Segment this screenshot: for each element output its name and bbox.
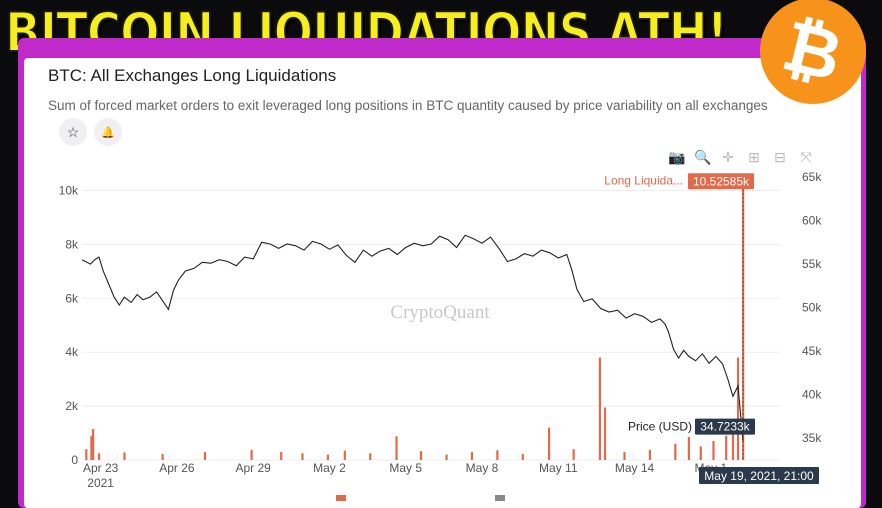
chart-subtitle: Sum of forced market orders to exit leve… bbox=[48, 98, 768, 113]
price-tooltip-value: 34.7233k bbox=[700, 420, 750, 434]
y-left-tick-label: 6k bbox=[65, 291, 79, 305]
y-left-tick-label: 4k bbox=[65, 345, 79, 359]
bitcoin-logo-icon: ₿ bbox=[762, 0, 864, 102]
y-left-tick-label: 2k bbox=[65, 399, 79, 413]
camera-icon[interactable]: 📷 bbox=[668, 149, 686, 165]
watermark: CryptoQuant bbox=[390, 302, 490, 323]
liquidation-bar bbox=[250, 449, 253, 460]
liquidation-bar bbox=[712, 441, 715, 460]
bitcoin-glyph: ₿ bbox=[775, 4, 851, 98]
liquidation-bar bbox=[470, 451, 474, 460]
liquidation-bar bbox=[445, 454, 448, 460]
liquidation-bar bbox=[97, 453, 101, 460]
liquidation-bar bbox=[161, 454, 164, 460]
price-tooltip-box bbox=[695, 418, 755, 435]
price-line bbox=[81, 234, 744, 441]
x-tick-label: Apr 26 bbox=[159, 461, 195, 475]
liquidation-bar bbox=[598, 357, 602, 460]
liquidation-bar bbox=[92, 429, 95, 460]
liquidation-bar bbox=[123, 452, 126, 460]
liquidation-bar bbox=[203, 451, 207, 460]
zoom-in-icon[interactable]: ⊞ bbox=[748, 149, 760, 165]
liquidation-tooltip-box bbox=[688, 173, 754, 190]
favorite-button[interactable]: ☆ bbox=[59, 118, 87, 146]
liquidation-bar bbox=[603, 407, 607, 460]
liquidation-bar bbox=[648, 449, 652, 460]
liquidation-bar bbox=[85, 449, 88, 460]
liquidation-bar bbox=[572, 449, 575, 460]
y-left-tick-label: 0 bbox=[71, 453, 78, 467]
alert-button[interactable]: 🔔 bbox=[94, 118, 122, 146]
y-right-tick-label: 50k bbox=[802, 301, 822, 315]
y-right-tick-label: 55k bbox=[802, 257, 822, 271]
star-icon: ☆ bbox=[66, 123, 80, 140]
date-tooltip-box bbox=[699, 467, 819, 484]
liquidation-bar bbox=[674, 443, 677, 460]
x-tick-label: May 5 bbox=[389, 461, 422, 475]
x-tick-label: May 2 bbox=[313, 461, 346, 475]
liquidation-bar bbox=[736, 357, 740, 460]
chart-title: BTC: All Exchanges Long Liquidations bbox=[48, 66, 337, 85]
liquidation-bar bbox=[90, 435, 93, 460]
liquidation-bar bbox=[547, 427, 551, 460]
liquidation-bar bbox=[280, 451, 283, 460]
liquidation-bar bbox=[731, 422, 735, 460]
zoom-out-icon[interactable]: ⊟ bbox=[774, 149, 786, 165]
x-tick-label: May 11 bbox=[539, 461, 578, 475]
liquidation-bar bbox=[420, 451, 423, 460]
y-right-tick-label: 65k bbox=[802, 170, 822, 184]
pan-icon[interactable]: ✛ bbox=[722, 149, 734, 165]
liquidation-bar bbox=[343, 450, 346, 460]
y-left-tick-label: 8k bbox=[65, 237, 79, 251]
price-tooltip-series: Price (USD) bbox=[628, 420, 692, 434]
x-tick-label: Apr 23 bbox=[83, 461, 119, 475]
liquidation-bar bbox=[623, 451, 626, 460]
y-right-tick-label: 35k bbox=[802, 431, 822, 445]
chart-toolbar: 📷 🔍 ✛ ⊞ ⊟ ⤧ bbox=[668, 149, 814, 166]
liquidation-bar bbox=[496, 450, 499, 460]
liquidation-bar bbox=[725, 435, 728, 460]
y-right-tick-label: 45k bbox=[802, 344, 822, 358]
liquidation-bar bbox=[301, 453, 304, 460]
liquidation-tooltip-series: Long Liquida... bbox=[604, 173, 683, 187]
liquidation-tooltip-value: 10.52585k bbox=[693, 174, 750, 188]
x-tick-label: Apr 29 bbox=[236, 461, 272, 475]
zoom-icon[interactable]: 🔍 bbox=[694, 149, 712, 165]
x-tick-label: May 8 bbox=[466, 461, 499, 475]
liquidation-bar bbox=[687, 437, 691, 460]
x-tick-label: May 14 bbox=[615, 461, 655, 475]
date-tooltip-value: May 19, 2021, 21:00 bbox=[704, 469, 814, 483]
y-left-tick-label: 10k bbox=[59, 183, 79, 197]
reset-icon[interactable]: ⤧ bbox=[800, 149, 812, 165]
liquidation-bar bbox=[369, 453, 372, 460]
liquidation-bar bbox=[699, 446, 702, 460]
liquidation-bar bbox=[521, 454, 524, 460]
y-right-tick-label: 60k bbox=[802, 214, 822, 228]
y-right-tick-label: 40k bbox=[802, 388, 822, 402]
bell-icon: 🔔 bbox=[101, 126, 115, 139]
x-year-label: 2021 bbox=[87, 476, 114, 490]
legend-price-swatch bbox=[495, 495, 505, 501]
liquidation-bar bbox=[395, 436, 398, 460]
liquidation-bar bbox=[326, 454, 329, 460]
legend-liquidations-swatch bbox=[336, 495, 346, 501]
